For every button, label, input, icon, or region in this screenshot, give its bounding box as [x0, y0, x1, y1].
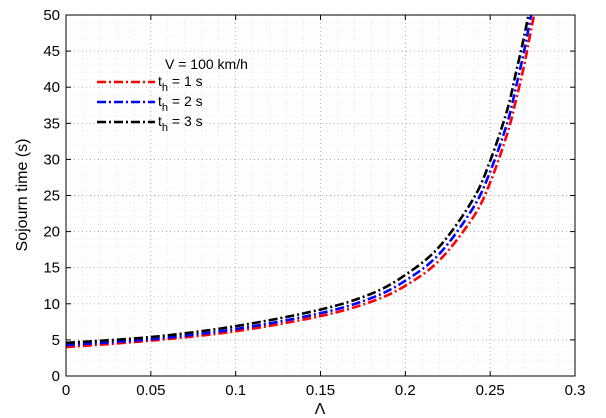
x-axis-label: Λ — [315, 401, 326, 418]
y-axis-label: Sojourn time (s) — [14, 139, 31, 252]
x-tick-labels: 0 0.05 0.1 0.15 0.2 0.25 0.3 — [62, 382, 586, 399]
legend-entry-2: th = 2 s — [158, 93, 203, 114]
y-tick-label: 25 — [43, 188, 60, 205]
x-tick-label: 0.25 — [476, 382, 505, 399]
x-tick-label: 0.3 — [565, 382, 586, 399]
y-tick-labels: 0 5 10 15 20 25 30 35 40 45 50 — [43, 7, 60, 385]
y-tick-label: 5 — [52, 332, 60, 349]
y-tick-label: 10 — [43, 296, 60, 313]
legend-entry-1: th = 1 s — [158, 73, 203, 94]
y-tick-label: 40 — [43, 79, 60, 96]
x-tick-label: 0.15 — [306, 382, 335, 399]
ticks — [65, 14, 576, 377]
y-tick-label: 50 — [43, 7, 60, 24]
series-line-2 — [66, 15, 533, 347]
x-tick-label: 0 — [62, 382, 70, 399]
x-tick-label: 0.2 — [395, 382, 416, 399]
legend: V = 100 km/h th = 1 sth = 2 sth = 3 s — [97, 56, 248, 134]
y-tick-label: 35 — [43, 115, 60, 132]
y-tick-label: 0 — [52, 368, 60, 385]
x-tick-label: 0.05 — [136, 382, 165, 399]
series-line-3 — [66, 15, 530, 345]
y-tick-label: 15 — [43, 260, 60, 277]
legend-entry-3: th = 3 s — [158, 113, 203, 134]
series-layer — [66, 15, 536, 349]
legend-header: V = 100 km/h — [165, 56, 248, 72]
y-tick-label: 30 — [43, 151, 60, 168]
y-tick-label: 20 — [43, 224, 60, 241]
y-tick-label: 45 — [43, 43, 60, 60]
x-tick-label: 0.1 — [225, 382, 246, 399]
series-line-1 — [66, 15, 536, 349]
